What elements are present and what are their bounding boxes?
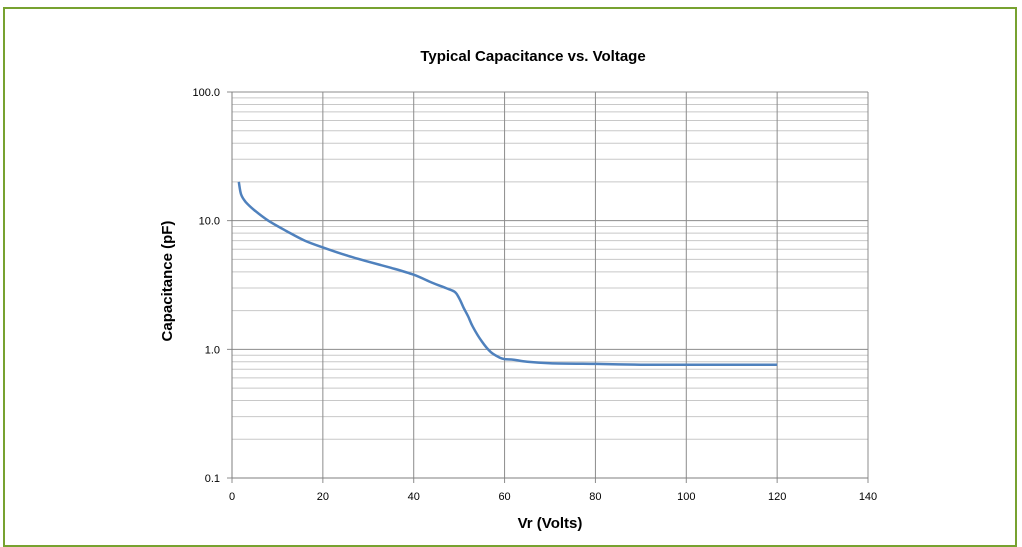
chart-title: Typical Capacitance vs. Voltage <box>420 48 645 65</box>
x-axis-title: Vr (Volts) <box>518 515 583 532</box>
x-tick-label: 80 <box>589 491 601 503</box>
y-axis-title: Capacitance (pF) <box>159 221 176 342</box>
x-tick-label: 40 <box>408 491 420 503</box>
chart-frame <box>3 7 1017 547</box>
x-tick-label: 120 <box>768 491 786 503</box>
y-tick-label: 1.0 <box>205 344 220 356</box>
x-tick-label: 140 <box>859 491 877 503</box>
capacitance-series-line <box>237 181 778 366</box>
y-tick-label: 0.1 <box>205 473 220 485</box>
x-tick-label: 20 <box>317 491 329 503</box>
capacitance-chart: Typical Capacitance vs. Voltage 0 20 40 60 8… <box>159 48 877 532</box>
x-tick-label: 60 <box>498 491 510 503</box>
x-tick-labels: 0 20 40 60 80 100 120 140 <box>229 491 877 503</box>
y-tick-label: 100.0 <box>192 87 220 99</box>
y-tick-labels: 0.1 1.0 10.0 100.0 <box>192 87 220 485</box>
grid-lines <box>227 91 869 483</box>
axes <box>231 92 868 479</box>
x-tick-label: 0 <box>229 491 235 503</box>
data-series <box>237 181 778 366</box>
y-tick-label: 10.0 <box>199 216 220 228</box>
x-tick-label: 100 <box>677 491 695 503</box>
